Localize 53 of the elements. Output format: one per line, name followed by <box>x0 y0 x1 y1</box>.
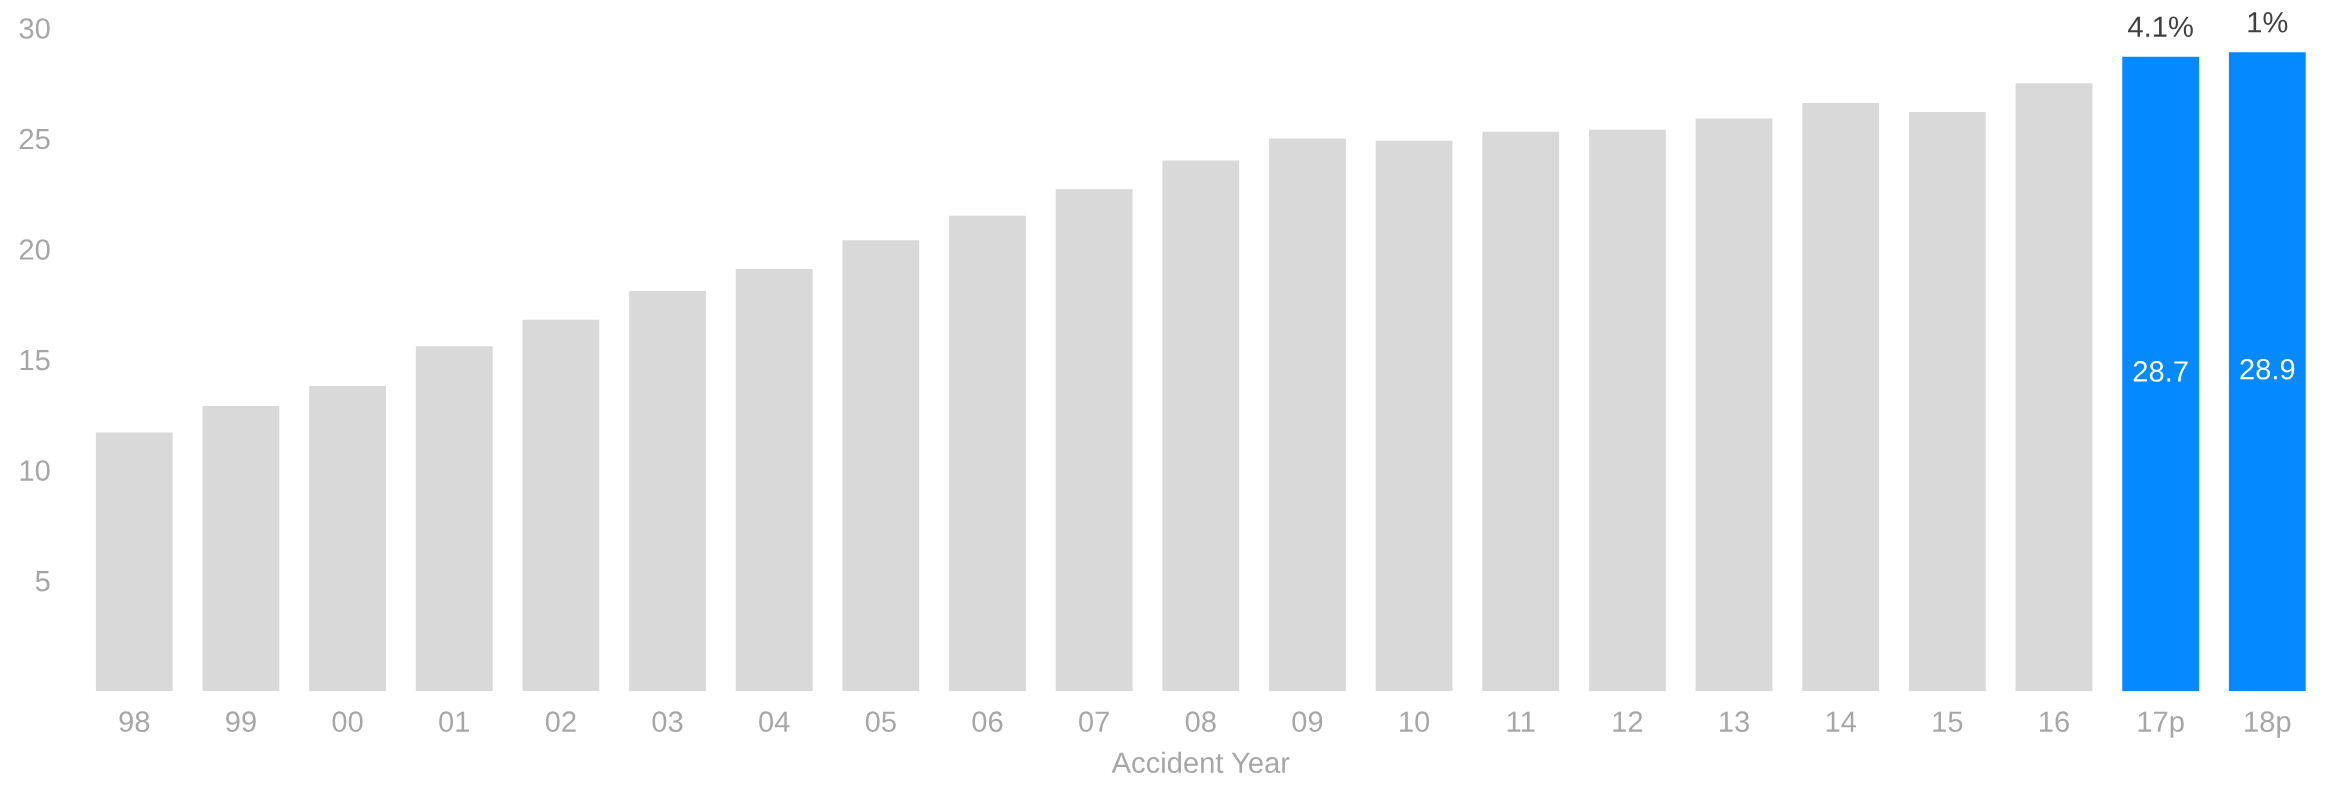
bar <box>1908 111 1986 692</box>
bar <box>202 405 280 692</box>
x-tick-label: 00 <box>332 711 363 732</box>
x-tick-label: 07 <box>1079 711 1109 732</box>
bar <box>1162 160 1240 692</box>
bar <box>735 268 813 692</box>
bar <box>1802 103 1880 692</box>
x-tick-label: 17p <box>2138 711 2184 738</box>
bar <box>415 346 493 692</box>
bar <box>95 432 173 692</box>
annotation: 4.1% <box>2128 16 2193 37</box>
y-tick-label: 25 <box>19 128 50 150</box>
bar <box>1269 138 1346 692</box>
x-tick-label: 16 <box>2040 711 2069 732</box>
x-tick-label: 13 <box>1720 711 1749 732</box>
y-tick-label: 30 <box>19 18 50 39</box>
x-tick-label: 99 <box>226 711 256 732</box>
y-tick-label: 5 <box>35 571 50 592</box>
bar <box>2015 83 2093 692</box>
x-axis-title: Accident Year <box>1111 751 1290 774</box>
x-tick-label: 01 <box>439 711 470 732</box>
bar <box>309 386 386 692</box>
x-tick-label: 10 <box>1400 711 1430 732</box>
bar <box>2228 52 2306 692</box>
bar <box>1695 118 1773 692</box>
x-tick-label: 12 <box>1613 711 1643 732</box>
bar <box>629 291 706 692</box>
bar <box>2122 56 2200 692</box>
data-label: 28.9 <box>2240 358 2295 380</box>
bar <box>1589 129 1666 692</box>
bar <box>949 215 1026 692</box>
x-tick-label: 05 <box>865 711 896 732</box>
bar <box>1055 189 1133 692</box>
x-tick-label: 98 <box>119 711 150 732</box>
data-label: 28.7 <box>2133 361 2188 382</box>
x-tick-label: 11 <box>1507 711 1535 732</box>
y-tick-label: 20 <box>19 239 50 260</box>
y-tick-label: 15 <box>20 350 50 371</box>
x-tick-label: 15 <box>1933 711 1963 732</box>
x-tick-label: 08 <box>1185 711 1216 732</box>
x-tick-label: 03 <box>652 711 683 732</box>
bar <box>1482 131 1560 692</box>
bar <box>842 240 920 692</box>
y-tick-label: 10 <box>20 460 50 481</box>
x-tick-label: 06 <box>972 711 1003 732</box>
x-tick-label: 02 <box>545 711 576 732</box>
x-tick-label: 04 <box>759 711 790 732</box>
annotation: 1% <box>2248 12 2288 33</box>
x-tick-label: 09 <box>1292 711 1323 732</box>
x-tick-label: 14 <box>1826 711 1857 732</box>
bar <box>1375 140 1453 692</box>
x-tick-label: 18p <box>2245 711 2291 738</box>
bar <box>522 319 600 692</box>
